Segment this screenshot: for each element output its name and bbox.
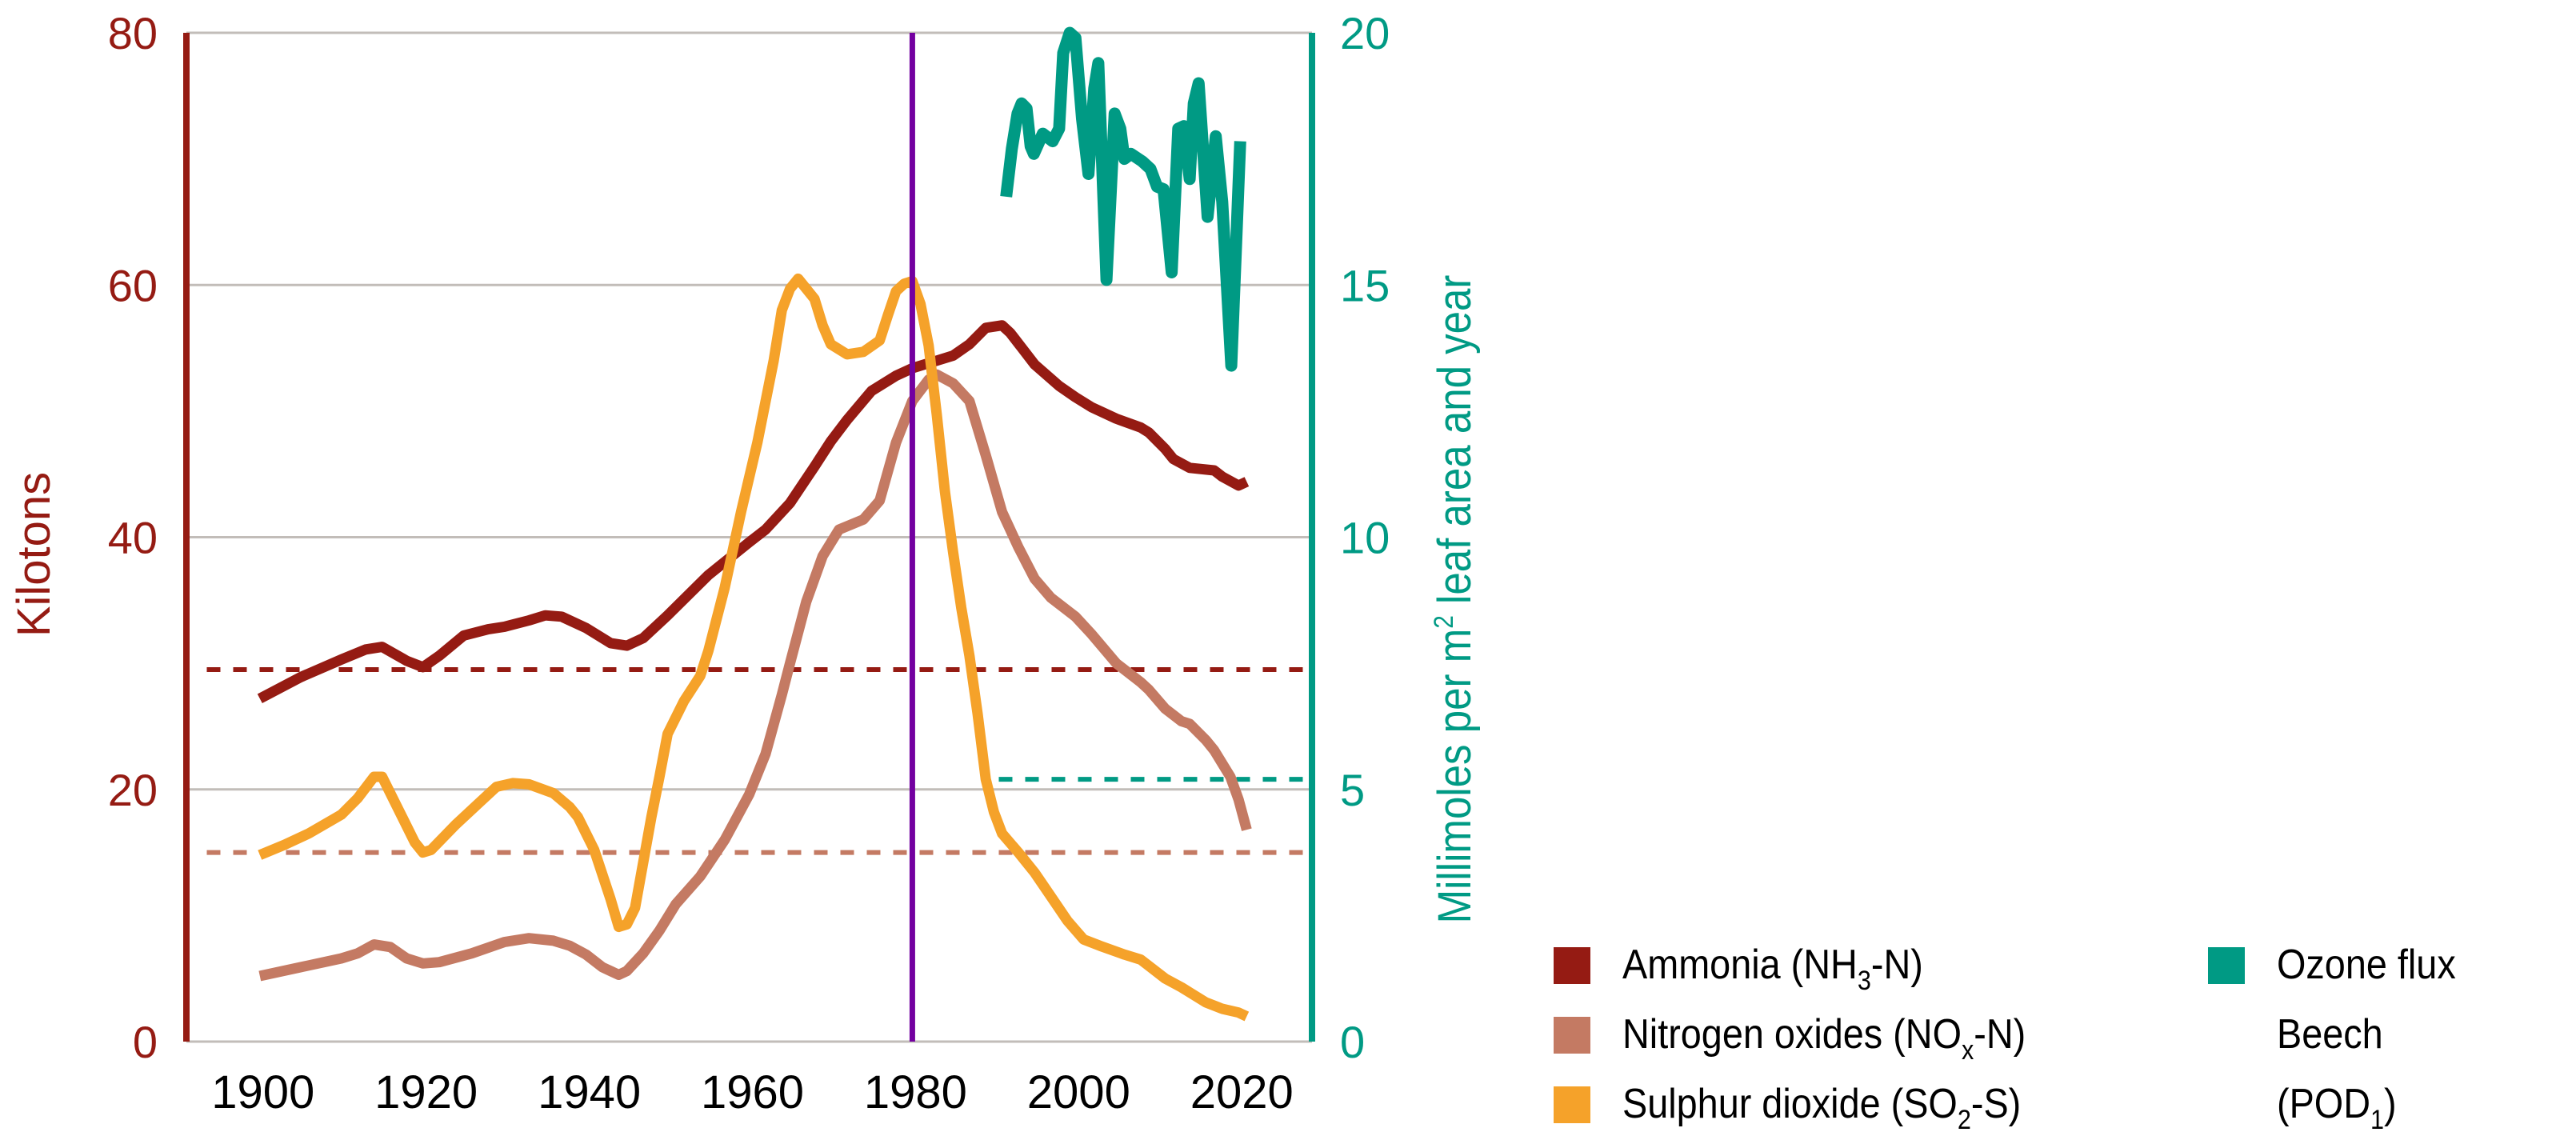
series-line-ozone — [1000, 26, 1246, 372]
axes — [183, 33, 1315, 1042]
x-tick-label: 2000 — [1027, 1066, 1130, 1118]
series-line-nitrogen — [258, 369, 1252, 982]
tick-labels: 0 20 40 60 80 0 5 10 15 20 1900 1920 1940 1960 1980 200… — [108, 8, 1390, 1118]
y-right-tick-label: 5 — [1340, 765, 1365, 815]
legend-item-ozone — [2208, 947, 2245, 984]
series-line-sulphur — [258, 273, 1250, 1022]
legend-swatch-ammonia — [1554, 947, 1590, 984]
y-left-tick-label: 40 — [108, 513, 158, 563]
y-left-tick-label: 20 — [108, 765, 158, 815]
legend-item-sulphur — [1554, 1086, 1590, 1123]
y-left-tick-label: 60 — [108, 260, 158, 310]
y-right-tick-label: 15 — [1340, 260, 1390, 310]
legend-item-ammonia — [1554, 947, 1590, 984]
x-tick-label: 1980 — [864, 1066, 967, 1118]
y-left-tick-label: 80 — [108, 8, 158, 58]
reference-lines — [206, 667, 1304, 855]
y-right-tick-label: 10 — [1340, 513, 1390, 563]
y-right-tick-label: 0 — [1340, 1017, 1365, 1067]
y-axis-right-title-pre: Millimoles per m — [1429, 629, 1481, 924]
legend-swatch-ozone — [2208, 947, 2245, 984]
y-axis-left-title: Kilotons — [8, 472, 60, 637]
x-tick-label: 1940 — [538, 1066, 641, 1118]
legend-swatch-sulphur — [1554, 1086, 1590, 1123]
x-tick-label: 1920 — [374, 1066, 478, 1118]
y-left-tick-label: 0 — [133, 1017, 158, 1067]
y-axis-right-title-sup: 2 — [1428, 615, 1458, 629]
y-axis-right-title: Millimoles per m2 leaf area and year — [1428, 275, 1481, 924]
x-tick-label: 2020 — [1190, 1066, 1294, 1118]
x-tick-label: 1960 — [701, 1066, 804, 1118]
data-series — [257, 26, 1252, 1022]
legend-swatch-nitrogen — [1554, 1017, 1590, 1054]
series-line-ammonia — [257, 320, 1250, 704]
x-tick-label: 1900 — [211, 1066, 314, 1118]
legend-item-nitrogen — [1554, 1017, 1590, 1054]
y-axis-right-title-post: leaf area and year — [1429, 275, 1481, 616]
y-right-tick-label: 20 — [1340, 8, 1390, 58]
